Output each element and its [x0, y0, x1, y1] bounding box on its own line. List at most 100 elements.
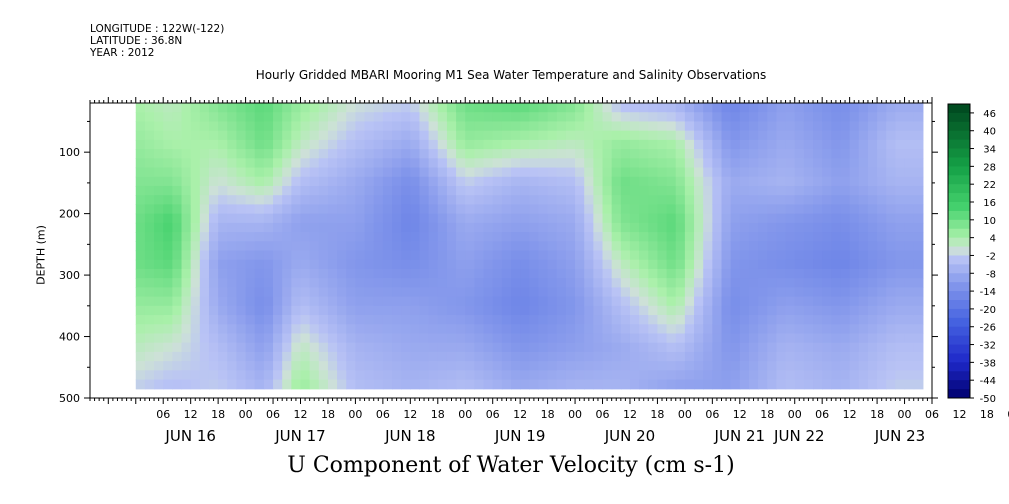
- heatmap-cell: [785, 324, 796, 335]
- heatmap-cell: [135, 250, 146, 261]
- heatmap-cell: [712, 112, 723, 123]
- heatmap-cell: [694, 379, 704, 390]
- heatmap-cell: [236, 149, 247, 159]
- heatmap-cell: [263, 149, 274, 159]
- heatmap-cell: [346, 241, 357, 252]
- heatmap-cell: [309, 176, 320, 187]
- heatmap-cell: [858, 195, 869, 206]
- heatmap-cell: [849, 333, 860, 344]
- heatmap-cell: [446, 158, 457, 169]
- heatmap-cell: [776, 167, 787, 178]
- heatmap-cell: [446, 351, 457, 362]
- heatmap-cell: [611, 333, 622, 344]
- heatmap-cell: [721, 112, 732, 123]
- heatmap-cell: [886, 333, 896, 344]
- x-hour-label: 12: [184, 408, 198, 421]
- heatmap-cell: [767, 213, 778, 224]
- heatmap-cell: [410, 342, 421, 353]
- heatmap-cell: [904, 130, 915, 141]
- colorbar-label: -20: [980, 305, 996, 316]
- heatmap-cell: [163, 361, 173, 371]
- heatmap-cell: [666, 103, 677, 113]
- heatmap-cell: [758, 195, 768, 206]
- heatmap-cell: [346, 139, 357, 150]
- heatmap-cell: [831, 296, 842, 307]
- heatmap-cell: [529, 232, 540, 242]
- heatmap-cell: [776, 342, 787, 353]
- heatmap-cell: [300, 259, 311, 270]
- heatmap-cell: [602, 130, 613, 141]
- heatmap-cell: [895, 195, 906, 206]
- heatmap-cell: [666, 204, 677, 215]
- heatmap-cell: [282, 158, 292, 169]
- heatmap-cell: [684, 315, 695, 325]
- heatmap-cell: [584, 213, 594, 224]
- heatmap-cell: [703, 296, 713, 307]
- heatmap-cell: [895, 351, 906, 362]
- heatmap-cell: [767, 158, 778, 169]
- heatmap-cell: [684, 149, 695, 159]
- colorbar-frame: [947, 103, 971, 399]
- heatmap-cell: [556, 259, 567, 270]
- heatmap-cell: [520, 204, 530, 215]
- heatmap-cell: [465, 232, 475, 242]
- heatmap-cell: [538, 185, 549, 196]
- heatmap-cell: [419, 149, 430, 159]
- heatmap-cell: [236, 342, 247, 353]
- heatmap-cell: [199, 103, 210, 113]
- heatmap-cell: [282, 342, 292, 353]
- heatmap-cell: [712, 213, 723, 224]
- heatmap-cell: [501, 342, 512, 353]
- heatmap-cell: [437, 149, 448, 159]
- heatmap-cell: [446, 342, 457, 353]
- heatmap-cell: [739, 315, 750, 325]
- heatmap-cell: [858, 121, 869, 132]
- heatmap-cell: [437, 103, 448, 113]
- heatmap-cell: [776, 103, 787, 113]
- heatmap-cell: [181, 204, 192, 215]
- heatmap-cell: [657, 149, 668, 159]
- heatmap-cell: [428, 241, 439, 252]
- heatmap-cell: [584, 103, 594, 113]
- heatmap-cell: [886, 130, 896, 141]
- heatmap-cell: [318, 379, 329, 390]
- heatmap-cell: [410, 130, 421, 141]
- heatmap-cell: [437, 259, 448, 270]
- heatmap-cell: [245, 103, 256, 113]
- heatmap-cell: [694, 268, 704, 279]
- heatmap-cell: [154, 158, 164, 169]
- heatmap-cell: [382, 268, 393, 279]
- heatmap-cell: [172, 379, 183, 390]
- heatmap-cell: [666, 167, 677, 178]
- heatmap-cell: [392, 333, 402, 344]
- heatmap-cell: [858, 241, 869, 252]
- heatmap-cell: [684, 103, 695, 113]
- heatmap-cell: [172, 241, 183, 252]
- heatmap-cell: [712, 149, 723, 159]
- heatmap-cell: [382, 185, 393, 196]
- heatmap-cell: [446, 167, 457, 178]
- heatmap-cell: [373, 268, 384, 279]
- heatmap-cell: [511, 324, 521, 335]
- heatmap-cell: [895, 296, 906, 307]
- heatmap-cell: [465, 305, 475, 316]
- heatmap-cell: [501, 158, 512, 169]
- heatmap-cell: [382, 315, 393, 325]
- heatmap-cell: [154, 305, 164, 316]
- heatmap-cell: [419, 361, 430, 371]
- heatmap-cell: [419, 195, 430, 206]
- heatmap-cell: [556, 103, 567, 113]
- heatmap-cell: [492, 287, 503, 298]
- heatmap-cell: [694, 333, 704, 344]
- heatmap-cell: [245, 204, 256, 215]
- x-hour-label: 06: [925, 408, 939, 421]
- heatmap-cell: [767, 121, 778, 132]
- heatmap-cell: [501, 351, 512, 362]
- heatmap-cell: [511, 103, 521, 113]
- heatmap-cell: [840, 213, 851, 224]
- heatmap-cell: [437, 185, 448, 196]
- heatmap-cell: [227, 268, 238, 279]
- heatmap-cell: [648, 195, 659, 206]
- heatmap-cell: [373, 232, 384, 242]
